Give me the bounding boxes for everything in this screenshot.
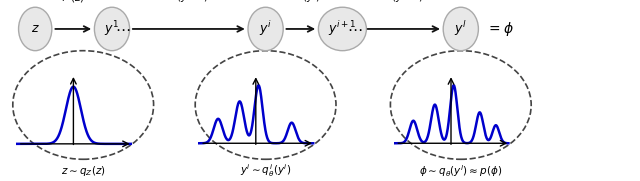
Text: $\cdots$: $\cdots$ xyxy=(115,22,130,36)
Text: $y^1$: $y^1$ xyxy=(104,19,120,39)
Ellipse shape xyxy=(19,7,52,51)
Text: $f^l(y^{l-1})$: $f^l(y^{l-1})$ xyxy=(385,0,423,5)
Text: $y^{i+1}$: $y^{i+1}$ xyxy=(328,20,356,38)
Ellipse shape xyxy=(443,7,479,51)
Text: $= \phi$: $= \phi$ xyxy=(486,20,514,38)
Text: $f^1(z)$: $f^1(z)$ xyxy=(61,0,85,5)
Text: $\phi \sim q_{\theta}(y^l) \approx p(\phi)$: $\phi \sim q_{\theta}(y^l) \approx p(\ph… xyxy=(419,163,502,179)
Text: $y^l$: $y^l$ xyxy=(454,20,467,38)
Text: $y^i \sim q^i_{\theta}(y^i)$: $y^i \sim q^i_{\theta}(y^i)$ xyxy=(240,163,291,179)
Text: $f^{i+1}(y^i)$: $f^{i+1}(y^i)$ xyxy=(282,0,320,5)
Text: $z \sim q_Z(z)$: $z \sim q_Z(z)$ xyxy=(61,164,106,178)
Text: $f^i(y^{i-1})$: $f^i(y^{i-1})$ xyxy=(170,0,208,5)
Text: $z$: $z$ xyxy=(31,22,40,35)
Text: $\cdots$: $\cdots$ xyxy=(348,22,363,36)
Ellipse shape xyxy=(248,7,283,51)
Ellipse shape xyxy=(319,7,367,51)
Ellipse shape xyxy=(95,7,129,51)
Text: $y^i$: $y^i$ xyxy=(259,20,272,38)
